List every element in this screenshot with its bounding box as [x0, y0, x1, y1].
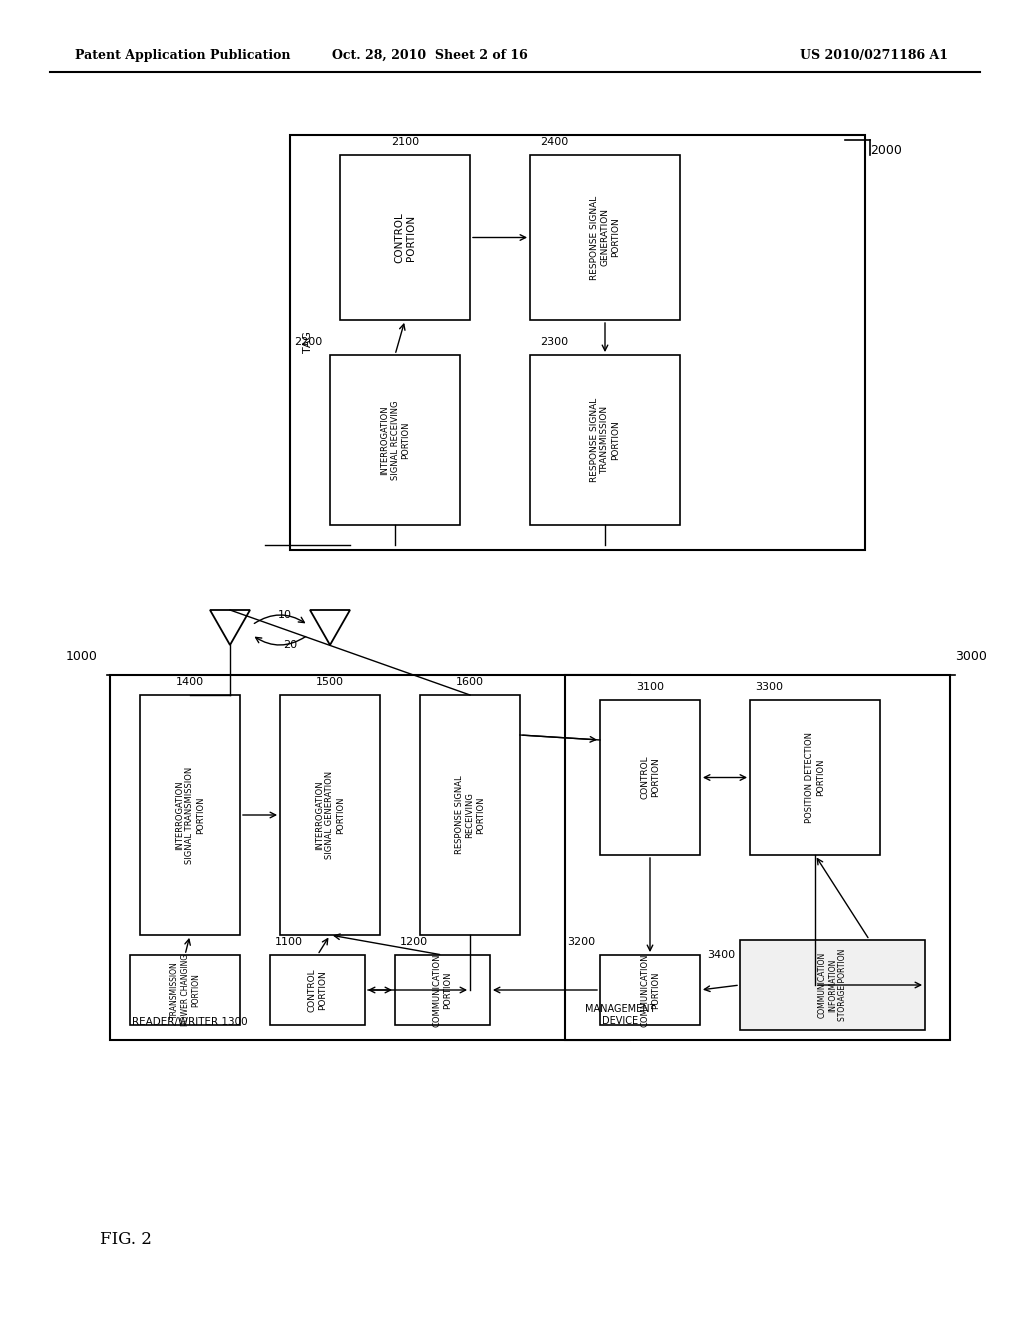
Bar: [600, 700, 700, 855]
Text: 3000: 3000: [955, 649, 987, 663]
Bar: [530, 154, 680, 319]
Text: POSITION DETECTION
PORTION: POSITION DETECTION PORTION: [805, 733, 824, 822]
Text: COMMUNICATION
INFORMATION
STORAGE PORTION: COMMUNICATION INFORMATION STORAGE PORTIO…: [817, 949, 848, 1022]
Text: 2000: 2000: [870, 144, 902, 157]
Text: INTERROGATION
SIGNAL GENERATION
PORTION: INTERROGATION SIGNAL GENERATION PORTION: [315, 771, 345, 859]
Bar: [290, 135, 865, 550]
Text: Patent Application Publication: Patent Application Publication: [75, 49, 291, 62]
Text: RESPONSE SIGNAL
RECEIVING
PORTION: RESPONSE SIGNAL RECEIVING PORTION: [455, 776, 485, 854]
Text: 2100: 2100: [391, 137, 419, 147]
Text: 3400: 3400: [707, 950, 735, 960]
Text: 10: 10: [278, 610, 292, 620]
Text: 3100: 3100: [636, 682, 664, 692]
Bar: [750, 700, 880, 855]
Bar: [420, 696, 520, 935]
Text: 1000: 1000: [67, 649, 98, 663]
Text: CONTROL
PORTION: CONTROL PORTION: [308, 968, 328, 1012]
Bar: [740, 940, 925, 1030]
Text: 2300: 2300: [540, 337, 568, 347]
Text: CONTROL
PORTION: CONTROL PORTION: [394, 213, 416, 263]
Bar: [110, 675, 630, 1040]
Text: INTERROGATION
SIGNAL TRANSMISSION
PORTION: INTERROGATION SIGNAL TRANSMISSION PORTIO…: [175, 767, 205, 863]
Text: 20: 20: [283, 640, 297, 649]
Text: Oct. 28, 2010  Sheet 2 of 16: Oct. 28, 2010 Sheet 2 of 16: [332, 49, 528, 62]
Text: MANAGEMENT
DEVICE: MANAGEMENT DEVICE: [585, 1005, 655, 1026]
Text: TAG: TAG: [303, 331, 313, 354]
Text: FIG. 2: FIG. 2: [100, 1232, 152, 1249]
Text: RESPONSE SIGNAL
TRANSMISSION
PORTION: RESPONSE SIGNAL TRANSMISSION PORTION: [590, 397, 620, 482]
Text: COMMUNICATION
PORTION: COMMUNICATION PORTION: [640, 953, 659, 1027]
Bar: [395, 954, 490, 1026]
Text: 3200: 3200: [567, 937, 595, 946]
Text: RESPONSE SIGNAL
GENERATION
PORTION: RESPONSE SIGNAL GENERATION PORTION: [590, 195, 620, 280]
Text: 2200: 2200: [294, 337, 322, 347]
Bar: [280, 696, 380, 935]
Text: US 2010/0271186 A1: US 2010/0271186 A1: [800, 49, 948, 62]
Bar: [140, 696, 240, 935]
Bar: [330, 355, 460, 525]
Text: 1400: 1400: [176, 677, 204, 686]
Text: COMMUNICATION
PORTION: COMMUNICATION PORTION: [433, 953, 453, 1027]
Bar: [270, 954, 365, 1026]
Bar: [600, 954, 700, 1026]
Text: READER/WRITER 1300: READER/WRITER 1300: [132, 1016, 248, 1027]
Bar: [340, 154, 470, 319]
Text: INTERROGATION
SIGNAL RECEIVING
PORTION: INTERROGATION SIGNAL RECEIVING PORTION: [380, 400, 410, 479]
Text: 2400: 2400: [540, 137, 568, 147]
Bar: [530, 355, 680, 525]
Bar: [130, 954, 240, 1026]
Text: TRANSMISSION
POWER CHANGING
PORTION: TRANSMISSION POWER CHANGING PORTION: [170, 954, 200, 1026]
Text: CONTROL
PORTION: CONTROL PORTION: [640, 755, 659, 800]
Bar: [565, 675, 950, 1040]
Text: 3300: 3300: [755, 682, 783, 692]
Text: 1200: 1200: [400, 937, 428, 946]
Text: 1500: 1500: [316, 677, 344, 686]
Text: 1100: 1100: [275, 937, 303, 946]
Text: 1600: 1600: [456, 677, 484, 686]
